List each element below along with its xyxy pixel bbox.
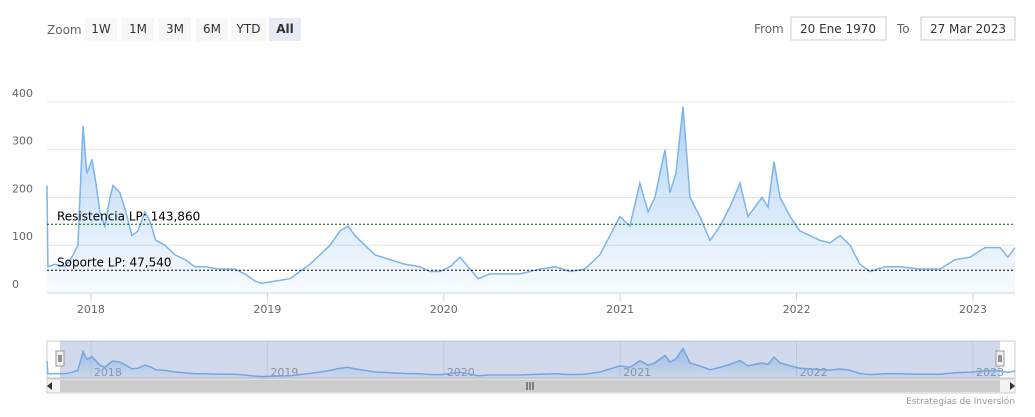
y-tick-label: 300 [12,135,33,148]
y-tick-label: 200 [12,182,33,195]
zoom-label: Zoom [47,23,82,37]
from-label: From [754,22,784,36]
zoom-button-label[interactable]: 3M [166,22,184,36]
navigator-handle[interactable] [55,350,65,367]
scrollbar-grip [526,382,534,390]
navigator-handle[interactable] [995,350,1005,367]
x-tick-label: 2018 [77,303,105,316]
from-input[interactable] [790,16,887,41]
series-area [47,106,1015,293]
series-line [46,106,1016,285]
zoom-button-label[interactable]: 6M [203,22,221,36]
zoom-button[interactable] [269,18,301,41]
x-tick-label: 2022 [783,303,811,316]
x-tick-label: 2020 [430,303,458,316]
zoom-button-label[interactable]: 1W [91,22,111,36]
to-label: To [896,22,910,36]
x-tick-label: 2023 [959,303,987,316]
zoom-button-label[interactable]: YTD [236,22,261,36]
navigator-handle-grip [58,355,62,362]
zoom-button-label[interactable]: 1M [129,22,147,36]
navigator-mask[interactable] [60,341,1000,378]
plot-line-label: Soporte LP: 47,540 [57,255,172,269]
navigator-series-line [46,346,1016,378]
navigator-handle-grip [998,355,1002,362]
plot-line-label: Resistencia LP: 143,860 [57,209,200,223]
from-value[interactable]: 20 Ene 1970 [800,22,876,36]
zoom-button[interactable] [196,18,228,41]
zoom-button[interactable] [122,18,154,41]
navigator-series-area [47,348,1015,378]
zoom-button[interactable] [159,18,191,41]
x-tick-label: 2021 [606,303,634,316]
y-tick-label: 0 [12,278,19,291]
zoom-button-label[interactable]: All [276,22,294,36]
y-tick-label: 100 [12,230,33,243]
zoom-button[interactable] [231,18,266,41]
x-tick-label: 2019 [253,303,281,316]
y-tick-label: 400 [12,87,33,100]
to-value[interactable]: 27 Mar 2023 [930,22,1006,36]
credits: Estrategias de Inversión [906,396,1015,407]
to-input[interactable] [920,16,1016,41]
zoom-button[interactable] [85,18,117,41]
